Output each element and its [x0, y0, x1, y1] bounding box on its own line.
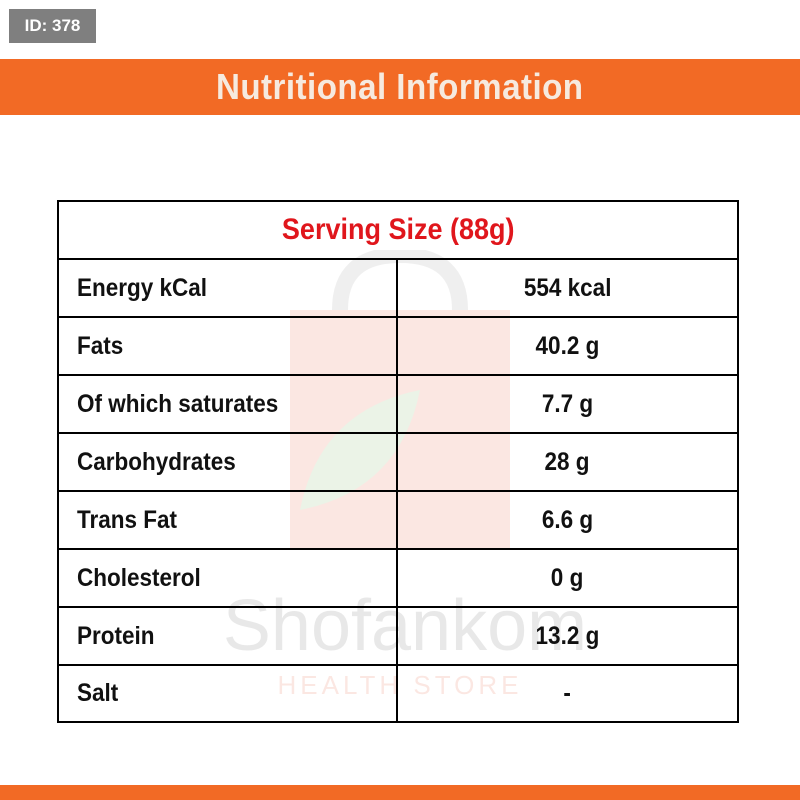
row-value: 554 kcal: [523, 273, 612, 302]
table-row: Of which saturates 7.7 g: [59, 376, 737, 434]
table-row: Salt -: [59, 666, 737, 721]
serving-size-label: Serving Size (88g): [281, 213, 515, 246]
table-row: Carbohydrates 28 g: [59, 434, 737, 492]
table-row: Energy kCal 554 kcal: [59, 260, 737, 318]
row-value: 28 g: [544, 447, 591, 476]
nutrition-table: Serving Size (88g) Energy kCal 554 kcal …: [57, 200, 739, 723]
row-value: 0 g: [551, 563, 584, 592]
row-label: Cholesterol: [59, 550, 398, 606]
row-label: Protein: [59, 608, 398, 664]
row-value: 6.6 g: [541, 505, 594, 534]
table-row: Fats 40.2 g: [59, 318, 737, 376]
row-label: Salt: [59, 666, 398, 721]
table-row: Trans Fat 6.6 g: [59, 492, 737, 550]
page-title: Nutritional Information: [216, 66, 584, 107]
row-label: Energy kCal: [59, 260, 398, 316]
footer-bar: [0, 785, 800, 800]
row-value: 40.2 g: [535, 331, 600, 360]
table-row: Cholesterol 0 g: [59, 550, 737, 608]
table-row: Protein 13.2 g: [59, 608, 737, 666]
row-value: -: [563, 679, 572, 707]
row-label: Fats: [59, 318, 398, 374]
serving-size-row: Serving Size (88g): [59, 202, 737, 260]
row-label: Trans Fat: [59, 492, 398, 548]
header-bar: Nutritional Information: [0, 59, 800, 115]
row-label: Carbohydrates: [59, 434, 398, 490]
row-value: 13.2 g: [535, 621, 600, 650]
row-label: Of which saturates: [59, 376, 398, 432]
row-value: 7.7 g: [541, 389, 594, 418]
id-badge: ID: 378: [9, 9, 96, 43]
